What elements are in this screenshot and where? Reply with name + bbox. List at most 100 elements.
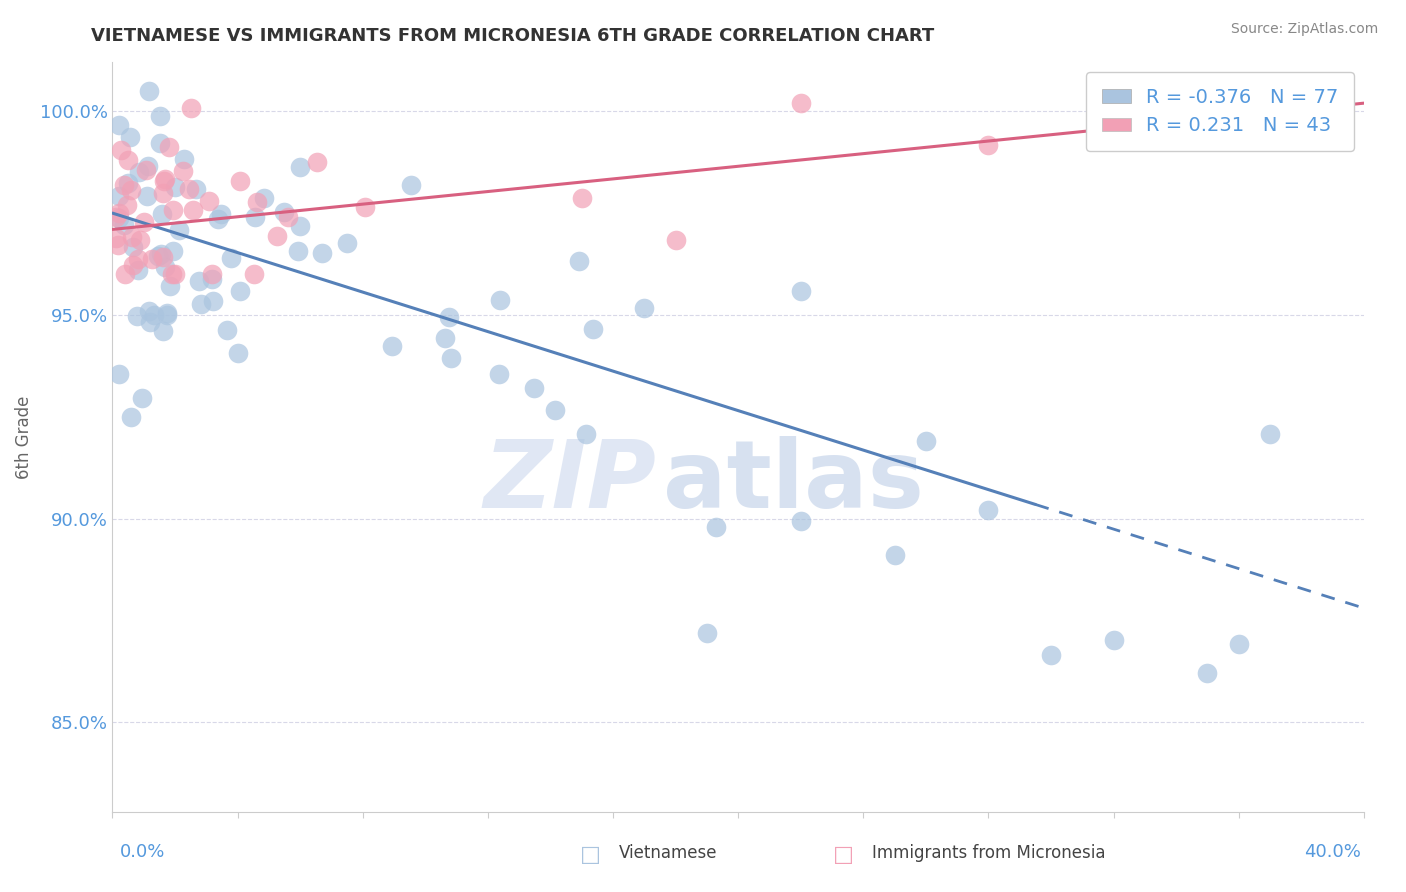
Point xyxy=(162,203,184,218)
Point xyxy=(125,309,148,323)
Point xyxy=(149,247,172,261)
Point xyxy=(107,367,129,381)
Point xyxy=(143,309,166,323)
Point xyxy=(228,346,250,360)
Point xyxy=(128,233,150,247)
Point xyxy=(1233,112,1256,127)
Point xyxy=(1039,648,1063,662)
Point xyxy=(440,351,463,365)
Point xyxy=(155,260,177,274)
Point xyxy=(146,249,169,263)
Point xyxy=(290,219,312,234)
Point xyxy=(107,237,129,252)
Point xyxy=(544,402,567,417)
Point xyxy=(107,189,129,203)
Point xyxy=(243,210,266,224)
Point xyxy=(229,284,252,298)
Point xyxy=(664,233,686,247)
Point xyxy=(488,367,510,381)
Point xyxy=(188,274,211,288)
Point xyxy=(160,267,183,281)
Point xyxy=(311,246,333,260)
Point xyxy=(273,204,295,219)
Point xyxy=(150,207,173,221)
Text: Source: ZipAtlas.com: Source: ZipAtlas.com xyxy=(1230,22,1378,37)
Point xyxy=(215,323,238,337)
Point xyxy=(489,293,512,307)
Point xyxy=(266,228,288,243)
Point xyxy=(122,240,145,254)
Point xyxy=(135,189,157,203)
Point xyxy=(173,153,195,167)
Point xyxy=(149,136,172,151)
Text: □: □ xyxy=(581,845,600,864)
Point xyxy=(114,267,136,281)
Point xyxy=(138,84,160,98)
Point xyxy=(152,174,174,188)
Y-axis label: 6th Grade: 6th Grade xyxy=(14,395,32,479)
Point xyxy=(287,244,309,259)
Point xyxy=(112,178,135,192)
Point xyxy=(181,203,204,218)
Point xyxy=(122,258,145,272)
Point xyxy=(179,182,201,196)
Point xyxy=(136,159,159,173)
Point xyxy=(112,218,135,232)
Point xyxy=(243,267,266,281)
Point xyxy=(127,252,149,267)
Point xyxy=(152,324,174,338)
Point xyxy=(202,293,225,308)
Text: atlas: atlas xyxy=(664,436,924,528)
Point xyxy=(107,118,129,132)
Point xyxy=(353,200,375,214)
Point xyxy=(201,267,224,281)
Point xyxy=(120,409,142,424)
Point xyxy=(207,211,229,226)
Point xyxy=(165,267,187,281)
Point xyxy=(139,315,162,329)
Text: VIETNAMESE VS IMMIGRANTS FROM MICRONESIA 6TH GRADE CORRELATION CHART: VIETNAMESE VS IMMIGRANTS FROM MICRONESIA… xyxy=(91,27,935,45)
Point xyxy=(568,254,591,268)
Point xyxy=(120,130,142,145)
Point xyxy=(152,186,174,200)
Point xyxy=(159,140,181,154)
Point xyxy=(148,109,170,123)
Point xyxy=(108,206,131,220)
Point xyxy=(437,310,460,324)
Point xyxy=(523,381,546,395)
Point xyxy=(228,174,250,188)
Point xyxy=(582,322,605,336)
Point xyxy=(575,427,598,442)
Point xyxy=(156,308,179,322)
Point xyxy=(1258,427,1281,442)
Legend: R = -0.376   N = 77, R = 0.231   N = 43: R = -0.376 N = 77, R = 0.231 N = 43 xyxy=(1085,72,1354,151)
Point xyxy=(245,195,267,210)
Point xyxy=(163,179,186,194)
Point xyxy=(110,143,132,157)
Point xyxy=(977,502,1000,516)
Point xyxy=(180,102,202,116)
Text: Vietnamese: Vietnamese xyxy=(619,844,717,862)
Text: Immigrants from Micronesia: Immigrants from Micronesia xyxy=(872,844,1105,862)
Point xyxy=(399,178,422,192)
Point xyxy=(167,222,190,236)
Point xyxy=(141,252,163,266)
Point xyxy=(790,284,813,298)
Point xyxy=(434,330,457,344)
Point xyxy=(790,514,813,528)
Point xyxy=(152,250,174,264)
Point xyxy=(305,155,328,169)
Text: ZIP: ZIP xyxy=(484,436,657,528)
Point xyxy=(277,210,299,224)
Point xyxy=(1227,636,1250,650)
Point xyxy=(704,520,727,534)
Point xyxy=(219,251,242,265)
Point xyxy=(107,211,129,226)
Point xyxy=(571,191,593,205)
Point xyxy=(117,176,139,190)
Point xyxy=(153,172,176,186)
Point xyxy=(156,306,179,320)
Point xyxy=(131,391,153,405)
Point xyxy=(128,165,150,179)
Point xyxy=(790,96,813,111)
